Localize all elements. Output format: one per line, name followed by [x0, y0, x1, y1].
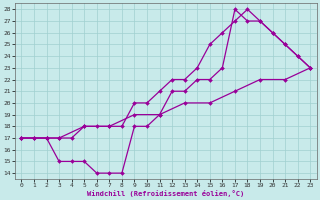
X-axis label: Windchill (Refroidissement éolien,°C): Windchill (Refroidissement éolien,°C) [87, 190, 244, 197]
